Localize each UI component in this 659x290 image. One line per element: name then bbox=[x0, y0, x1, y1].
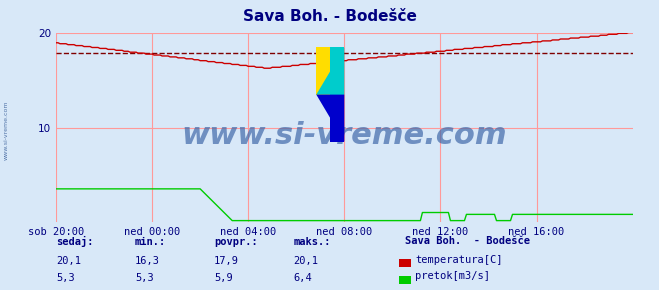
Text: sedaj:: sedaj: bbox=[56, 236, 94, 247]
Text: 20,1: 20,1 bbox=[293, 256, 318, 266]
Bar bbox=[330, 48, 344, 95]
Bar bbox=[399, 259, 411, 267]
Text: www.si-vreme.com: www.si-vreme.com bbox=[3, 101, 9, 160]
Text: Sava Boh.  - Bodešče: Sava Boh. - Bodešče bbox=[405, 235, 530, 246]
Text: pretok[m3/s]: pretok[m3/s] bbox=[415, 271, 490, 281]
Text: 5,3: 5,3 bbox=[135, 273, 154, 283]
Bar bbox=[316, 48, 330, 95]
Polygon shape bbox=[316, 95, 344, 142]
Text: 20,1: 20,1 bbox=[56, 256, 81, 266]
Bar bbox=[330, 95, 344, 142]
Text: www.si-vreme.com: www.si-vreme.com bbox=[181, 121, 507, 150]
Polygon shape bbox=[316, 48, 344, 95]
Text: 17,9: 17,9 bbox=[214, 256, 239, 266]
Text: maks.:: maks.: bbox=[293, 237, 331, 247]
Text: 16,3: 16,3 bbox=[135, 256, 160, 266]
Text: min.:: min.: bbox=[135, 237, 166, 247]
Text: povpr.:: povpr.: bbox=[214, 237, 258, 247]
Text: 5,3: 5,3 bbox=[56, 273, 74, 283]
Text: 5,9: 5,9 bbox=[214, 273, 233, 283]
Bar bbox=[399, 276, 411, 284]
Text: temperatura[C]: temperatura[C] bbox=[415, 255, 503, 265]
Text: 6,4: 6,4 bbox=[293, 273, 312, 283]
Text: Sava Boh. - Bodešče: Sava Boh. - Bodešče bbox=[243, 9, 416, 24]
